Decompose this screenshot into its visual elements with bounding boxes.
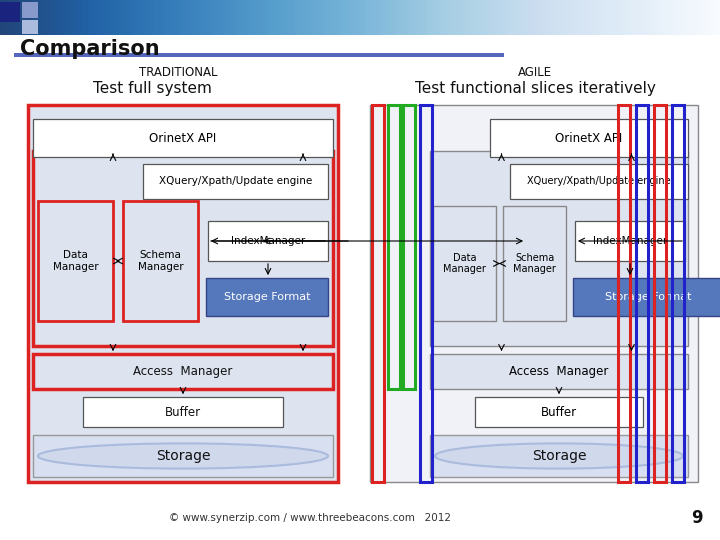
Bar — [490, 119, 688, 157]
Text: IndexManager: IndexManager — [593, 236, 667, 246]
Bar — [654, 105, 666, 482]
Ellipse shape — [38, 443, 328, 469]
Bar — [33, 119, 333, 157]
Bar — [475, 397, 643, 427]
Bar — [14, 53, 504, 57]
Text: Storage: Storage — [156, 449, 210, 463]
Text: Buffer: Buffer — [541, 406, 577, 419]
Bar — [208, 221, 328, 261]
Text: Data
Manager: Data Manager — [53, 250, 99, 272]
Bar — [510, 164, 688, 199]
Text: Data
Manager: Data Manager — [443, 253, 486, 274]
Bar — [430, 354, 688, 389]
Text: Storage: Storage — [532, 449, 586, 463]
Bar — [206, 278, 328, 316]
Text: TRADITIONAL: TRADITIONAL — [139, 65, 217, 78]
Bar — [33, 435, 333, 477]
Text: Comparison: Comparison — [20, 39, 160, 59]
Text: 9: 9 — [691, 509, 703, 527]
Bar — [573, 278, 720, 316]
Text: AGILE: AGILE — [518, 65, 552, 78]
Bar — [403, 105, 415, 389]
Text: Access  Manager: Access Manager — [509, 365, 608, 378]
Bar — [83, 397, 283, 427]
Text: Storage Format: Storage Format — [605, 292, 691, 302]
Text: XQuery/Xpath/Update engine: XQuery/Xpath/Update engine — [159, 177, 312, 186]
Bar — [430, 151, 688, 346]
Bar — [575, 221, 685, 261]
Bar — [636, 105, 648, 482]
Text: Schema
Manager: Schema Manager — [138, 250, 184, 272]
Bar — [33, 151, 333, 346]
Text: © www.synerzip.com / www.threebeacons.com   2012: © www.synerzip.com / www.threebeacons.co… — [169, 513, 451, 523]
Text: OrinetX API: OrinetX API — [149, 132, 217, 145]
Bar — [0, 2, 20, 22]
Text: Storage Format: Storage Format — [224, 292, 310, 302]
Bar — [38, 201, 113, 321]
Bar — [22, 20, 38, 34]
Bar — [433, 206, 496, 321]
Bar — [143, 164, 328, 199]
Bar — [503, 206, 566, 321]
Text: Access  Manager: Access Manager — [133, 365, 233, 378]
Bar — [388, 105, 400, 389]
Bar — [33, 354, 333, 389]
Text: XQuery/Xpath/Update engine: XQuery/Xpath/Update engine — [527, 177, 671, 186]
Bar — [618, 105, 630, 482]
Text: Buffer: Buffer — [165, 406, 201, 419]
Text: IndexManager: IndexManager — [231, 236, 305, 246]
Bar — [28, 105, 338, 482]
Bar — [370, 105, 698, 482]
Text: Test full system: Test full system — [93, 80, 212, 96]
Bar — [672, 105, 684, 482]
Text: Test functional slices iteratively: Test functional slices iteratively — [415, 80, 655, 96]
Bar — [123, 201, 198, 321]
Text: OrinetX API: OrinetX API — [555, 132, 623, 145]
Text: Schema
Manager: Schema Manager — [513, 253, 556, 274]
Bar — [22, 2, 38, 18]
Bar — [420, 105, 432, 482]
Ellipse shape — [435, 443, 683, 469]
Bar — [372, 105, 384, 482]
Bar — [430, 435, 688, 477]
